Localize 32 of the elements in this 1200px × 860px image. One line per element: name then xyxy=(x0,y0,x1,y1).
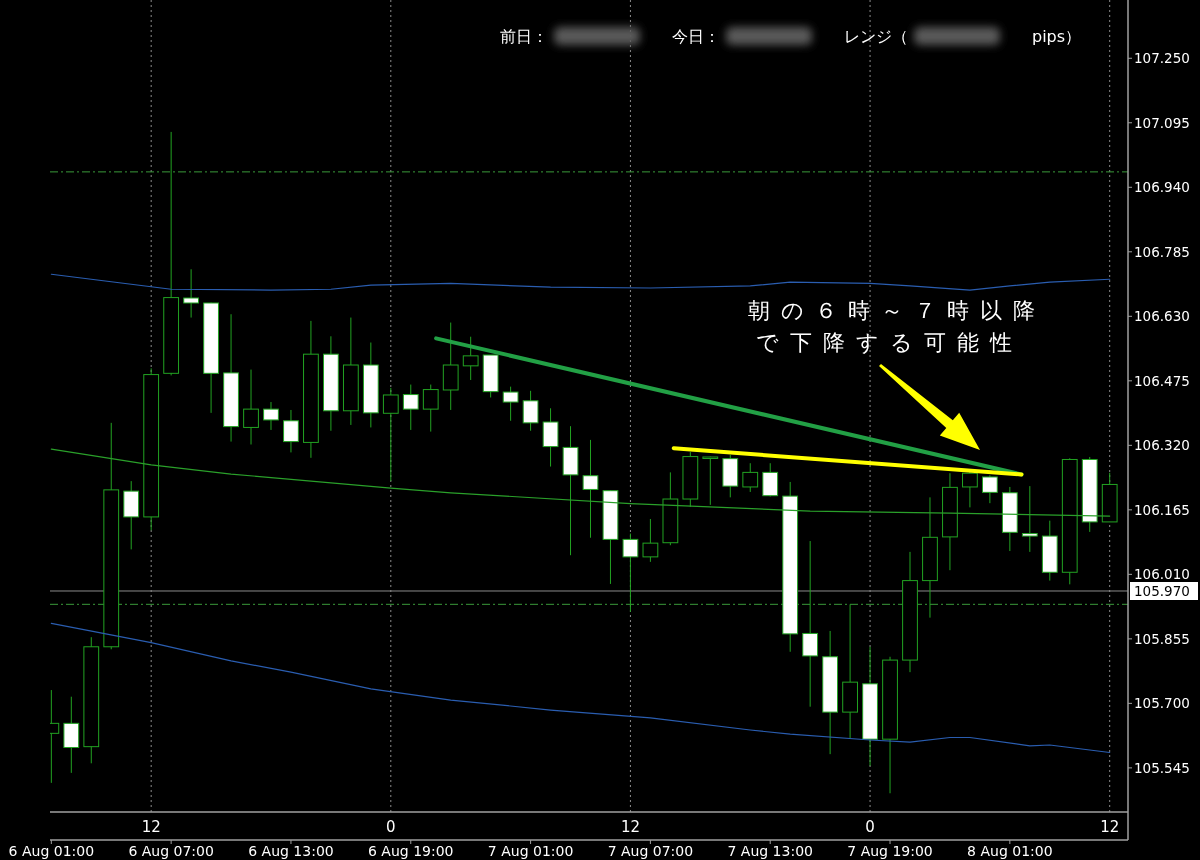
y-tick-label: 106.475 xyxy=(1134,372,1190,389)
y-tick-label: 105.545 xyxy=(1134,759,1190,776)
annotation: pips） xyxy=(1032,27,1082,46)
y-tick-label: 106.785 xyxy=(1134,243,1190,260)
x2-tick-label: 6 Aug 19:00 xyxy=(368,843,454,859)
x2-tick-label: 7 Aug 01:00 xyxy=(487,843,574,859)
y-tick-label: 106.320 xyxy=(1134,437,1190,454)
x2-tick-label: 6 Aug 13:00 xyxy=(248,843,334,859)
x2-tick-label: 7 Aug 19:00 xyxy=(847,843,933,859)
x-tick-label: 0 xyxy=(386,818,396,836)
x2-tick-label: 7 Aug 13:00 xyxy=(727,843,813,859)
y-tick-label: 107.095 xyxy=(1134,114,1190,131)
x2-tick-label: 7 Aug 07:00 xyxy=(607,843,694,859)
x2-tick-label: 8 Aug 01:00 xyxy=(967,843,1053,859)
y-tick-label: 105.855 xyxy=(1134,630,1190,647)
y-tick-label: 105.700 xyxy=(1134,695,1190,712)
y-tick-label: 106.940 xyxy=(1134,179,1190,196)
y-tick-label: 106.010 xyxy=(1134,566,1190,583)
annotation: 朝の６時～７時以降で下降する可能性 xyxy=(748,298,1046,355)
x-tick-label: 12 xyxy=(1100,818,1120,836)
x2-tick-label: 6 Aug 01:00 xyxy=(8,843,95,859)
x-tick-label: 12 xyxy=(141,818,161,836)
x-tick-label: 0 xyxy=(865,818,875,836)
x-tick-label: 12 xyxy=(620,818,640,836)
annotation: 前日： xyxy=(500,27,548,46)
ref-line-label: 105.970 xyxy=(1134,583,1190,599)
y-tick-label: 106.165 xyxy=(1134,501,1190,518)
y-tick-label: 107.250 xyxy=(1134,50,1190,67)
x2-tick-label: 6 Aug 07:00 xyxy=(128,843,214,859)
annotation: 今日： xyxy=(672,27,720,46)
annotation: レンジ（ xyxy=(844,27,908,46)
y-tick-label: 106.630 xyxy=(1134,308,1190,325)
